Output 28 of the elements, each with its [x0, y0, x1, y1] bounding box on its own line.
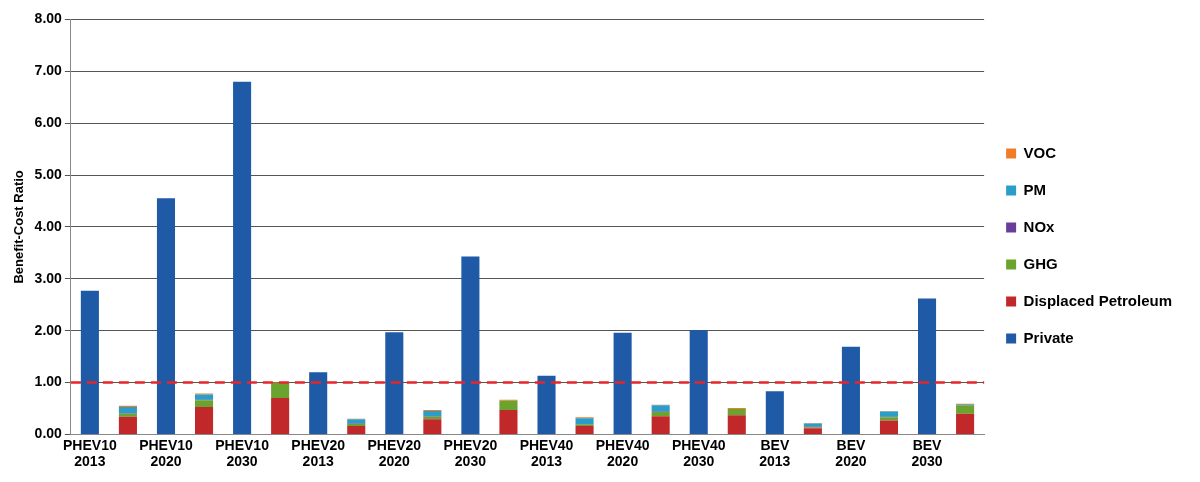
y-axis-title: Benefit-Cost Ratio: [11, 170, 27, 284]
x-tick-label: PHEV40 2013: [519, 436, 574, 470]
y-tick-label: 7.00: [34, 62, 63, 79]
y-tick-label: 3.00: [34, 269, 63, 286]
y-tick-label: 4.00: [34, 217, 63, 234]
x-tick-label: PHEV20 2020: [367, 436, 422, 470]
x-tick-label: PHEV20 2013: [291, 436, 346, 470]
legend-label: Displaced Petroleum: [1023, 291, 1173, 309]
y-tick-label: 8.00: [34, 10, 63, 27]
y-tick-label: 6.00: [34, 114, 63, 131]
x-tick-label: BEV 2020: [835, 436, 867, 470]
x-tick-label: PHEV20 2030: [443, 436, 498, 470]
legend-label: GHG: [1023, 254, 1058, 272]
y-tick-label: 2.00: [34, 321, 63, 338]
legend-label: VOC: [1023, 143, 1057, 161]
x-tick-label: PHEV10 2013: [63, 436, 117, 470]
y-tick-label: 5.00: [34, 165, 63, 182]
legend-label: NOx: [1023, 217, 1056, 235]
x-tick-label: BEV 2013: [759, 436, 791, 470]
y-tick-label: 0.00: [34, 425, 63, 442]
legend-label: PM: [1023, 180, 1047, 198]
x-tick-label: PHEV40 2020: [595, 436, 650, 470]
x-tick-label: BEV 2030: [911, 436, 943, 470]
x-tick-label: PHEV10 2020: [139, 436, 194, 470]
legend-label: Private: [1023, 328, 1074, 346]
x-tick-label: PHEV40 2030: [671, 436, 726, 470]
y-tick-label: 1.00: [34, 373, 63, 390]
x-tick-label: PHEV10 2030: [215, 436, 270, 470]
